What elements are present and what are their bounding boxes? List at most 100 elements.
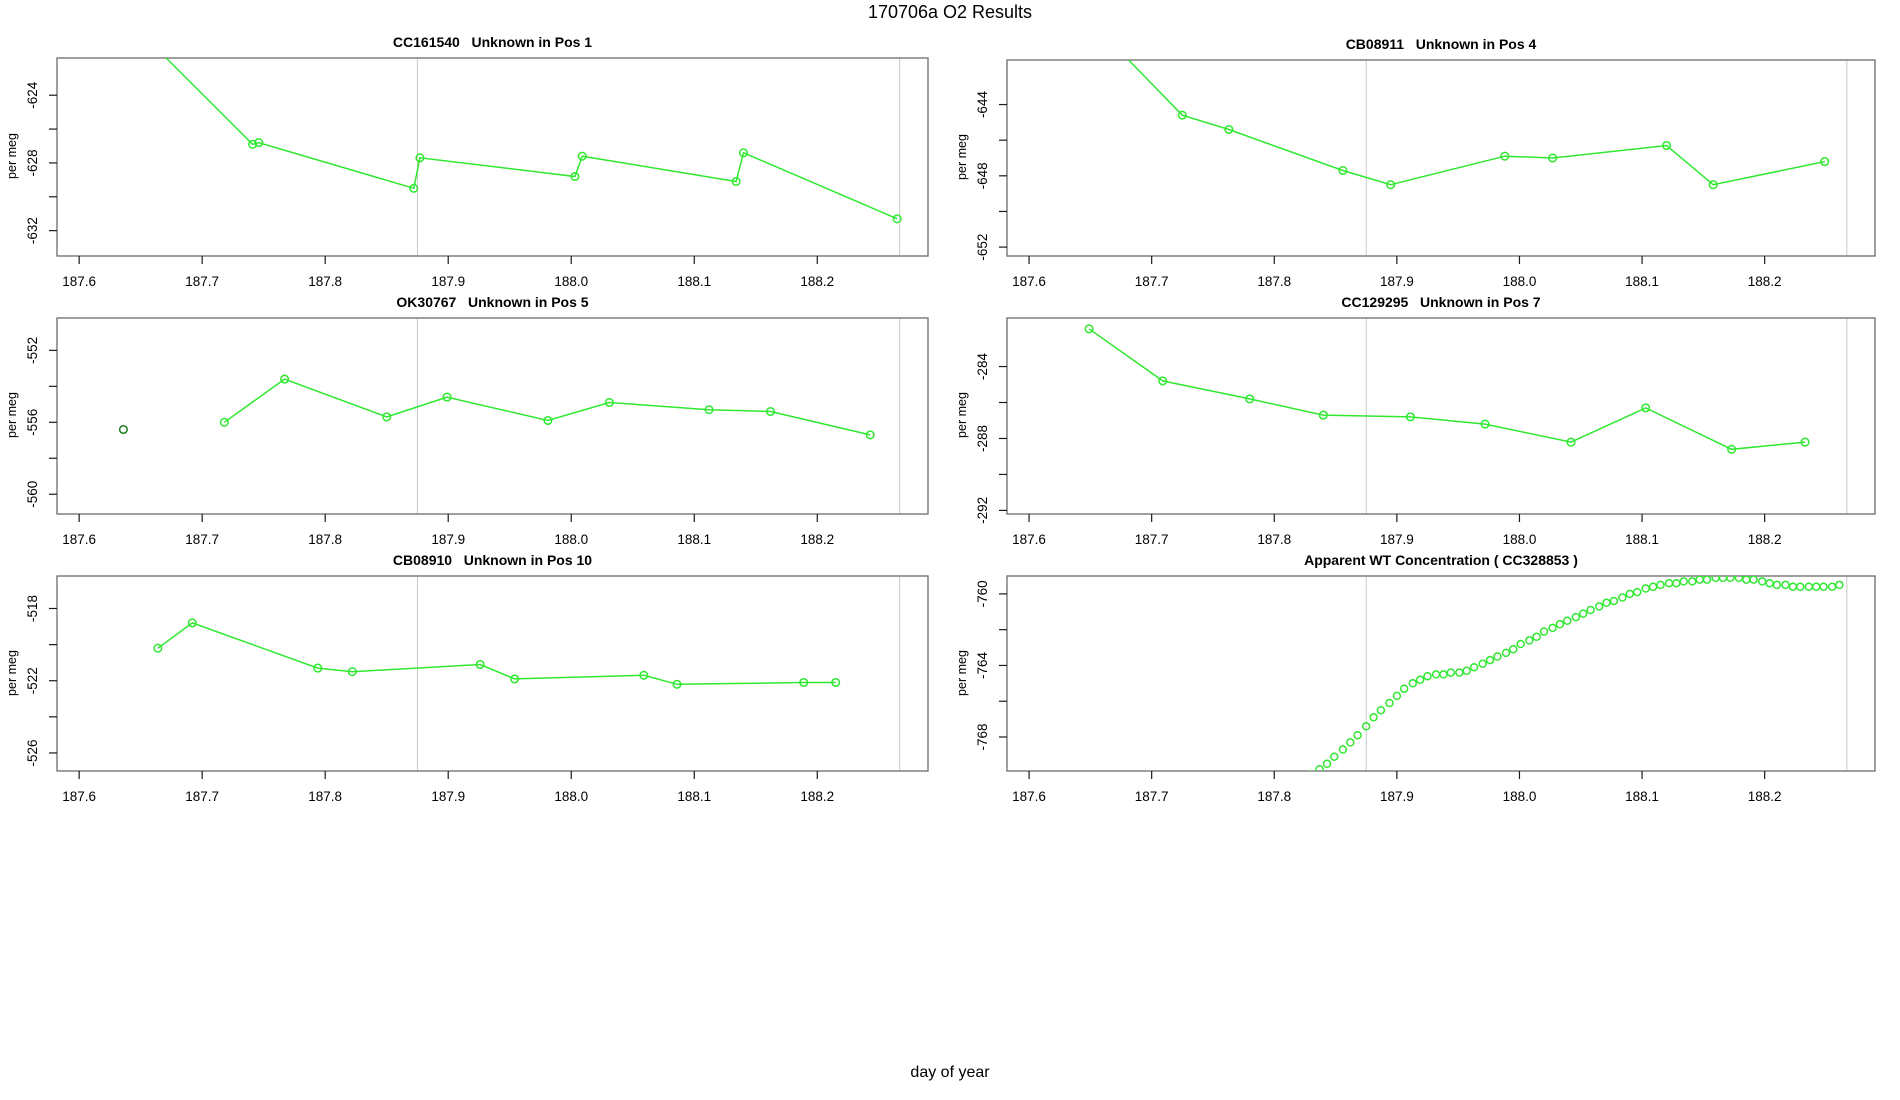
x-tick-label: 187.7 [185,532,219,547]
data-point [1827,582,1837,591]
plot-panel: 187.6 187.7 187.8 187.9 188.0 188.1 188.2 -632 -… [25,57,929,289]
data-point [1392,691,1402,701]
data-point [731,176,741,187]
data-point [1835,580,1844,590]
data-point [1245,394,1255,404]
y-tick-label: -768 [975,723,990,750]
x-tick-label: 188.2 [800,274,834,289]
x-tick-label: 187.9 [1380,789,1414,804]
data-point [1679,577,1688,586]
x-tick-label: 188.0 [554,789,588,804]
x-tick-label: 188.1 [677,532,711,547]
data-point [1688,577,1697,586]
data-series-group [118,374,875,440]
data-point [1338,745,1348,754]
x-tick-label: 187.6 [62,532,96,547]
data-point [254,138,264,148]
plot-border [1006,317,1876,515]
y-tick-label: -760 [975,580,990,607]
data-point [1708,180,1718,190]
y-tick-label: -288 [975,425,990,452]
x-tick-label: 188.0 [1503,532,1537,547]
x-tick-label: 187.8 [1257,789,1291,804]
x-tick-label: 188.2 [1748,532,1782,547]
x-tick-label: 187.8 [1257,274,1291,289]
data-point [219,417,229,427]
data-point [1158,376,1168,386]
data-point [1765,578,1774,588]
figure-title: 170706a O2 Results [867,2,1033,22]
x-tick-label: 188.2 [1748,789,1782,804]
plot-border [1006,575,1876,772]
data-point [415,153,425,163]
data-point [1726,576,1735,583]
plot-panel: 187.6 187.7 187.8 187.9 188.0 188.1 188.2 -292 -… [975,317,1876,547]
data-point [1742,576,1751,584]
data-point [1431,670,1441,679]
series-line [1088,328,1806,451]
data-point [280,374,290,384]
data-point [1772,580,1782,590]
data-point [1480,419,1490,429]
data-point [510,674,520,684]
data-series-group [1084,324,1810,454]
data-point [347,667,357,677]
data-point [1641,403,1651,413]
data-point [1609,596,1619,606]
data-point [1084,324,1094,334]
data-point [1571,612,1581,622]
plot-panel: 187.6 187.7 187.8 187.9 188.0 188.1 188.2 -652 -… [975,59,1876,289]
data-point [1625,589,1635,599]
x-tick-label: 188.1 [1625,532,1659,547]
y-tick-label: -560 [25,481,40,508]
data-point [1749,576,1758,584]
data-point [1318,410,1328,420]
x-tick-label: 188.2 [800,532,834,547]
data-point [1361,722,1371,731]
data-point [1469,662,1479,672]
data-point [1548,153,1558,163]
data-point [118,424,128,435]
panel-title: OK30767 Unknown in Pos 5 [396,294,589,310]
data-point [1548,623,1557,633]
x-tick-label: 187.6 [1012,532,1046,547]
data-point [1338,165,1348,176]
data-point [1532,632,1541,642]
data-point [1702,576,1712,584]
y-tick-label: -628 [25,149,40,176]
series-line [157,622,836,686]
data-point [1500,151,1510,161]
data-point [1734,576,1744,583]
data-point [409,183,419,193]
data-point [1618,593,1627,602]
data-point [1656,580,1665,590]
data-point [1455,668,1464,677]
x-tick-label: 187.7 [1135,274,1169,289]
data-point [1516,639,1525,649]
x-tick-label: 188.0 [1503,789,1537,804]
panel-title: CB08910 Unknown in Pos 10 [392,552,593,568]
data-point [604,397,614,408]
data-series-group [153,618,841,689]
series-line [165,58,898,220]
data-point [1804,582,1814,591]
data-point [1462,666,1471,676]
data-point [1408,679,1418,688]
data-point [1539,627,1549,636]
y-tick-label: -284 [975,353,990,381]
data-point [1322,759,1332,769]
data-point [892,214,902,224]
data-point [831,677,841,688]
data-point [1300,776,1307,783]
data-point [1711,576,1720,583]
x-tick-label: 188.1 [677,789,711,804]
data-point [1788,582,1798,591]
data-point [1439,670,1448,679]
data-point [1405,412,1415,422]
data-point [1781,580,1790,590]
data-point [1446,668,1456,677]
x-tick-label: 188.2 [1748,274,1782,289]
data-point [313,663,323,673]
data-point [1376,705,1386,715]
plot-border [56,317,929,515]
